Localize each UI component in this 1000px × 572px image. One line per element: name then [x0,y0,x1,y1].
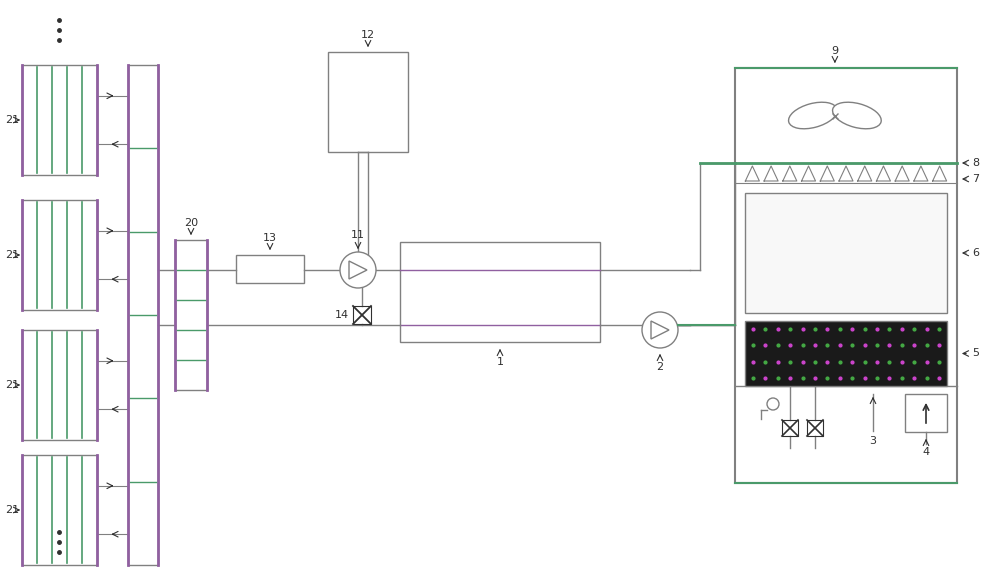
Text: 11: 11 [351,230,365,240]
Bar [22,330,97,440]
Text: 4: 4 [922,447,930,457]
Bar [782,420,798,436]
Circle shape [340,252,376,288]
Text: 12: 12 [361,30,375,40]
Text: 6: 6 [972,248,979,258]
Bar [22,65,97,175]
Bar [22,455,97,565]
Bar [905,394,947,432]
Text: 7: 7 [972,174,979,184]
Text: 21: 21 [5,380,19,390]
Bar [236,255,304,283]
Bar [22,200,97,310]
Bar [745,321,947,386]
Text: 21: 21 [5,115,19,125]
Bar [807,420,823,436]
Ellipse shape [789,102,837,129]
Text: 3: 3 [870,436,876,446]
Bar [128,65,158,565]
Text: 20: 20 [184,218,198,228]
Text: 8: 8 [972,158,979,168]
Bar [328,52,408,152]
Ellipse shape [833,102,881,129]
Text: 21: 21 [5,505,19,515]
Text: 9: 9 [831,46,838,56]
Circle shape [642,312,678,348]
Bar [353,306,371,324]
Bar [745,193,947,313]
Text: 13: 13 [263,233,277,243]
Text: 1: 1 [496,357,504,367]
Text: 2: 2 [656,362,664,372]
Bar [175,240,207,390]
Bar [735,68,957,483]
Text: 21: 21 [5,250,19,260]
Text: 14: 14 [335,310,349,320]
Circle shape [767,398,779,410]
Bar [400,242,600,342]
Text: 5: 5 [972,348,979,359]
